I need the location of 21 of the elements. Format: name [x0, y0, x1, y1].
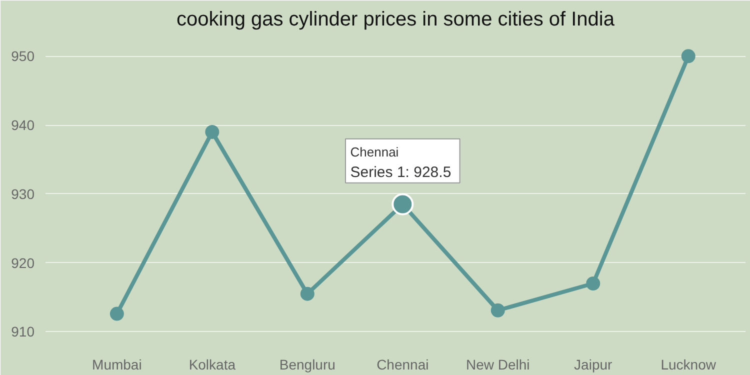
- x-tick-label: Bengluru: [279, 356, 336, 372]
- x-tick-label: Chennai: [376, 356, 429, 372]
- point: [110, 306, 124, 321]
- y-tick-label: 940: [11, 117, 35, 134]
- y-tick-label: 930: [11, 186, 35, 202]
- x-tick-label: Mumbai: [92, 356, 142, 372]
- x-tick-label: Kolkata: [188, 356, 236, 372]
- annotation: Series 1: 928.5: [350, 164, 452, 182]
- annotation: Chennai: [350, 144, 399, 160]
- y-tick-label: 920: [11, 254, 35, 271]
- x-tick-label: New Delhi: [466, 356, 530, 372]
- chart-title: cooking gas cylinder prices in some cities of India: [176, 8, 616, 30]
- point: [300, 286, 314, 301]
- point: [490, 303, 505, 318]
- point: [681, 49, 696, 64]
- point: [586, 276, 600, 290]
- y-tick-label: 950: [11, 48, 35, 64]
- y-tick-label: 910: [11, 324, 35, 340]
- x-tick-label: Jaipur: [574, 356, 613, 372]
- x-tick-label: Lucknow: [660, 356, 717, 372]
- point: [205, 124, 220, 139]
